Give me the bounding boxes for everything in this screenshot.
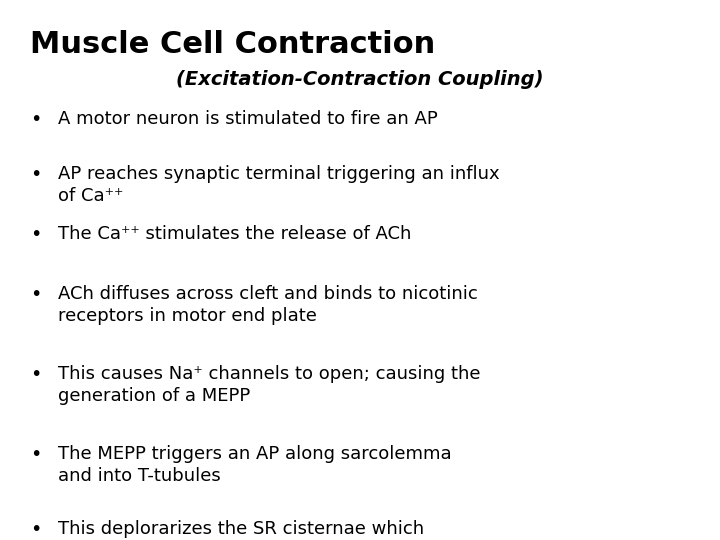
Text: AP reaches synaptic terminal triggering an influx
of Ca⁺⁺: AP reaches synaptic terminal triggering … [58,165,500,205]
Text: (Excitation-Contraction Coupling): (Excitation-Contraction Coupling) [176,70,544,89]
Text: This causes Na⁺ channels to open; causing the
generation of a MEPP: This causes Na⁺ channels to open; causin… [58,365,480,405]
Text: •: • [30,110,41,129]
Text: •: • [30,445,41,464]
Text: ACh diffuses across cleft and binds to nicotinic
receptors in motor end plate: ACh diffuses across cleft and binds to n… [58,285,478,325]
Text: •: • [30,520,41,539]
Text: This deplorarizes the SR cisternae which
releases stored Ca⁺⁺ into the cytoplasm: This deplorarizes the SR cisternae which… [58,520,424,540]
Text: •: • [30,165,41,184]
Text: The MEPP triggers an AP along sarcolemma
and into T-tubules: The MEPP triggers an AP along sarcolemma… [58,445,451,485]
Text: A motor neuron is stimulated to fire an AP: A motor neuron is stimulated to fire an … [58,110,438,128]
Text: •: • [30,225,41,244]
Text: •: • [30,285,41,304]
Text: •: • [30,365,41,384]
Text: The Ca⁺⁺ stimulates the release of ACh: The Ca⁺⁺ stimulates the release of ACh [58,225,411,243]
Text: Muscle Cell Contraction: Muscle Cell Contraction [30,30,436,59]
